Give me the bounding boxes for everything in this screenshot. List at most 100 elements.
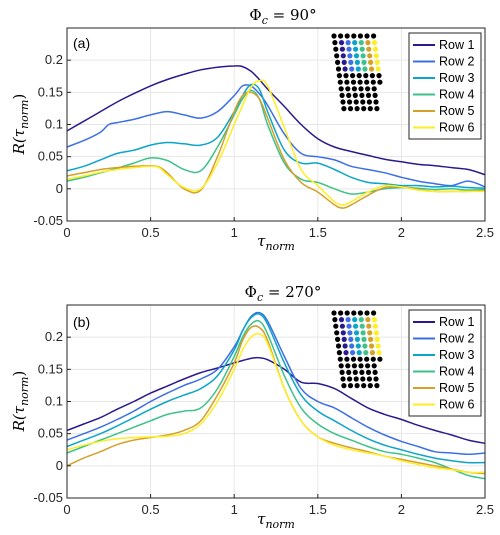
array-dot — [337, 356, 343, 362]
array-dot — [373, 330, 379, 336]
x-tick-label: 0.5 — [142, 225, 160, 240]
x-tick-label: 1.5 — [309, 502, 327, 517]
array-dot — [374, 106, 380, 112]
array-dot — [376, 350, 382, 356]
array-dot — [371, 317, 378, 323]
y-tick-label: 0 — [56, 458, 63, 473]
array-dot — [374, 336, 380, 342]
array-dot — [377, 79, 383, 85]
array-dot — [343, 73, 349, 79]
array-dot — [366, 376, 372, 382]
array-dot — [341, 336, 347, 342]
x-tick-label: 2 — [398, 502, 405, 517]
array-dot — [343, 350, 349, 356]
array-dot — [333, 46, 339, 52]
array-dot — [345, 363, 351, 369]
array-dot — [359, 46, 365, 52]
array-dot — [368, 343, 375, 349]
array-dot — [353, 323, 359, 329]
array-dot — [335, 343, 342, 349]
array-dot — [357, 79, 363, 85]
y-tick-label: -0.05 — [33, 490, 63, 505]
x-tick-label: 0 — [63, 225, 70, 240]
array-dot — [364, 79, 370, 85]
array-dot — [347, 106, 354, 112]
array-dot — [347, 376, 353, 382]
series-line-row-2 — [66, 84, 486, 188]
array-dot — [364, 356, 370, 362]
array-dot — [350, 73, 356, 79]
array-dot — [338, 310, 344, 316]
array-dot — [372, 92, 378, 98]
legend-label: Row 1 — [439, 315, 474, 329]
legend-label: Row 5 — [439, 104, 474, 118]
legend-label: Row 6 — [439, 398, 474, 412]
y-tick-label: 0.2 — [45, 329, 63, 344]
array-dot — [371, 86, 377, 92]
array-dot — [352, 40, 358, 46]
y-tick-label: -0.05 — [33, 213, 63, 228]
array-dot — [373, 99, 379, 105]
array-dot — [340, 99, 346, 105]
panel-b-ylabel: R(τnorm) — [10, 371, 31, 433]
array-dot — [369, 350, 375, 356]
array-dot — [367, 53, 373, 59]
panel-b-label: (b) — [73, 314, 90, 330]
panel-a-label: (a) — [73, 35, 90, 51]
panel-b-legend: Row 1 Row 2 Row 3 Row 4 Row 5 Row 6 — [408, 309, 482, 417]
panel-a-xlabel: τnorm — [257, 232, 295, 253]
legend-label: Row 2 — [439, 55, 474, 69]
array-dot — [340, 330, 346, 336]
array-dot — [359, 323, 365, 329]
array-dot — [365, 317, 371, 323]
array-dot — [350, 356, 357, 362]
array-dot — [336, 350, 342, 356]
array-dot — [366, 323, 372, 329]
panel-a-series — [66, 65, 486, 209]
array-dot — [367, 330, 373, 336]
array-dot — [332, 317, 338, 323]
array-dot — [347, 99, 353, 105]
panel-b-xlabel: τnorm — [257, 510, 295, 531]
array-dot — [367, 383, 373, 389]
panel-b-title: Φc = 270° — [245, 283, 322, 304]
array-dot — [372, 46, 378, 52]
array-dot — [340, 376, 346, 382]
array-dot — [353, 99, 359, 105]
array-dot — [334, 53, 340, 59]
array-dot — [365, 92, 372, 98]
array-dot — [370, 79, 376, 85]
array-dot — [344, 310, 350, 316]
array-dot — [346, 323, 352, 329]
array-dot — [338, 40, 345, 46]
panel-a-title: Φc = 90° — [249, 6, 316, 27]
y-tick-label: 0.05 — [38, 426, 63, 441]
x-tick-label: 0.5 — [142, 502, 160, 517]
legend-label: Row 5 — [439, 381, 474, 395]
series-line-row-5 — [66, 325, 486, 475]
array-dot — [366, 46, 372, 52]
array-dot — [344, 79, 350, 85]
legend-label: Row 1 — [439, 38, 474, 52]
array-dot — [345, 86, 351, 92]
x-tick-label: 2.5 — [476, 502, 494, 517]
array-dot — [366, 99, 372, 105]
array-dot — [364, 33, 370, 39]
array-dot — [353, 53, 360, 59]
array-dot — [373, 53, 379, 59]
array-dot — [335, 336, 341, 342]
array-dot — [356, 350, 362, 356]
array-dot — [371, 363, 377, 369]
series-line-row-1 — [66, 356, 486, 445]
array-dot — [353, 46, 359, 52]
array-dot — [360, 53, 366, 59]
array-dot — [351, 33, 357, 39]
array-dot — [348, 336, 354, 342]
array-dot — [354, 336, 360, 342]
array-dot — [361, 106, 367, 112]
array-dot — [337, 79, 343, 85]
array-dot — [341, 383, 347, 389]
panel-a-legend: Row 1 Row 2 Row 3 Row 4 Row 5 Row 6 — [408, 32, 482, 140]
